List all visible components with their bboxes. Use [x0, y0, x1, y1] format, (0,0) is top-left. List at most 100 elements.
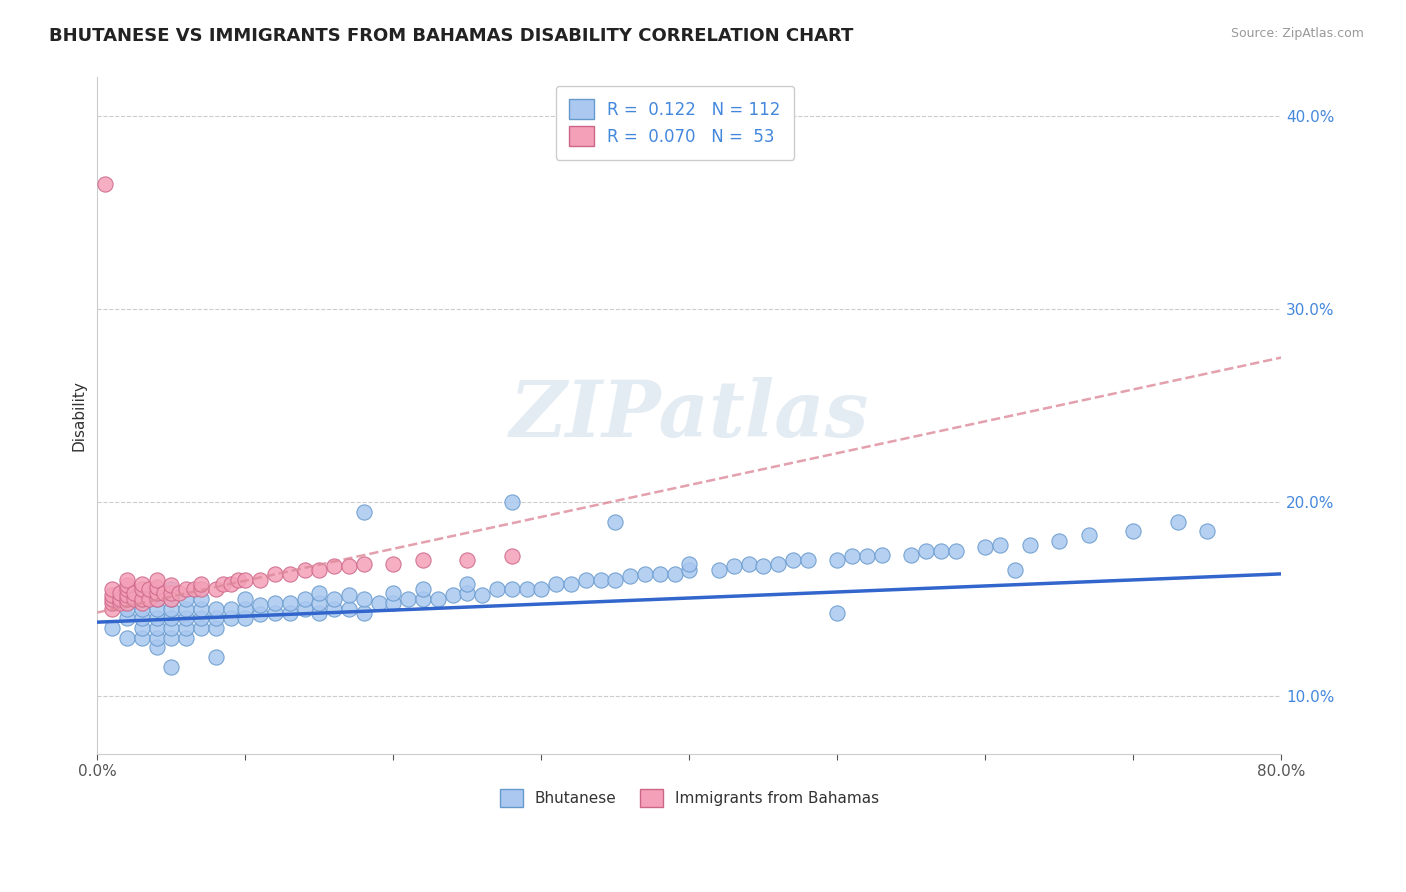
Point	[183, 582, 205, 597]
Point	[190, 582, 212, 597]
Point	[382, 558, 405, 572]
Point	[485, 582, 508, 597]
Point	[264, 596, 287, 610]
Point	[101, 582, 124, 597]
Point	[145, 582, 167, 597]
Point	[278, 566, 301, 581]
Point	[412, 592, 434, 607]
Point	[264, 566, 287, 581]
Point	[145, 592, 167, 607]
Point	[308, 606, 330, 620]
Point	[501, 495, 523, 509]
Point	[115, 578, 138, 592]
Point	[160, 578, 183, 592]
Point	[308, 563, 330, 577]
Point	[131, 576, 153, 591]
Point	[115, 601, 138, 615]
Point	[337, 559, 360, 574]
Point	[294, 563, 316, 577]
Point	[174, 621, 197, 635]
Point	[145, 611, 167, 625]
Point	[1004, 563, 1026, 577]
Point	[782, 553, 804, 567]
Point	[900, 548, 922, 562]
Point	[664, 566, 686, 581]
Text: Source: ZipAtlas.com: Source: ZipAtlas.com	[1230, 27, 1364, 40]
Point	[249, 607, 271, 622]
Point	[367, 596, 389, 610]
Point	[204, 582, 226, 597]
Point	[190, 576, 212, 591]
Point	[988, 538, 1011, 552]
Point	[337, 601, 360, 615]
Point	[1078, 528, 1101, 542]
Point	[737, 558, 759, 572]
Point	[560, 576, 582, 591]
Point	[353, 558, 375, 572]
Point	[396, 592, 419, 607]
Point	[841, 549, 863, 564]
Point	[1122, 524, 1144, 539]
Point	[589, 573, 612, 587]
Point	[160, 601, 183, 615]
Point	[153, 586, 176, 600]
Point	[648, 566, 671, 581]
Legend: Bhutanese, Immigrants from Bahamas: Bhutanese, Immigrants from Bahamas	[494, 782, 884, 814]
Point	[382, 596, 405, 610]
Point	[353, 592, 375, 607]
Point	[605, 515, 627, 529]
Point	[1047, 534, 1070, 549]
Point	[160, 611, 183, 625]
Point	[145, 586, 167, 600]
Point	[138, 592, 160, 607]
Point	[235, 592, 257, 607]
Point	[471, 588, 494, 602]
Point	[167, 586, 190, 600]
Point	[131, 596, 153, 610]
Point	[353, 505, 375, 519]
Point	[108, 596, 131, 610]
Point	[174, 601, 197, 615]
Point	[190, 592, 212, 607]
Point	[456, 586, 478, 600]
Point	[678, 558, 700, 572]
Point	[145, 581, 167, 595]
Point	[915, 543, 938, 558]
Point	[1018, 538, 1040, 552]
Point	[516, 582, 538, 597]
Point	[138, 582, 160, 597]
Point	[160, 586, 183, 600]
Point	[115, 611, 138, 625]
Point	[323, 592, 346, 607]
Point	[929, 543, 952, 558]
Text: ZIPatlas: ZIPatlas	[510, 377, 869, 454]
Point	[160, 631, 183, 645]
Point	[94, 177, 117, 191]
Point	[204, 621, 226, 635]
Point	[131, 601, 153, 615]
Point	[101, 588, 124, 602]
Point	[337, 588, 360, 602]
Point	[219, 611, 242, 625]
Point	[115, 582, 138, 597]
Point	[308, 596, 330, 610]
Point	[308, 586, 330, 600]
Point	[115, 588, 138, 602]
Point	[870, 548, 893, 562]
Point	[212, 576, 235, 591]
Point	[101, 601, 124, 615]
Point	[190, 611, 212, 625]
Point	[204, 601, 226, 615]
Point	[145, 592, 167, 607]
Point	[546, 576, 568, 591]
Point	[441, 588, 464, 602]
Point	[124, 592, 146, 607]
Point	[174, 592, 197, 607]
Point	[278, 596, 301, 610]
Point	[412, 553, 434, 567]
Point	[115, 596, 138, 610]
Point	[190, 621, 212, 635]
Point	[426, 592, 449, 607]
Point	[634, 566, 657, 581]
Point	[294, 601, 316, 615]
